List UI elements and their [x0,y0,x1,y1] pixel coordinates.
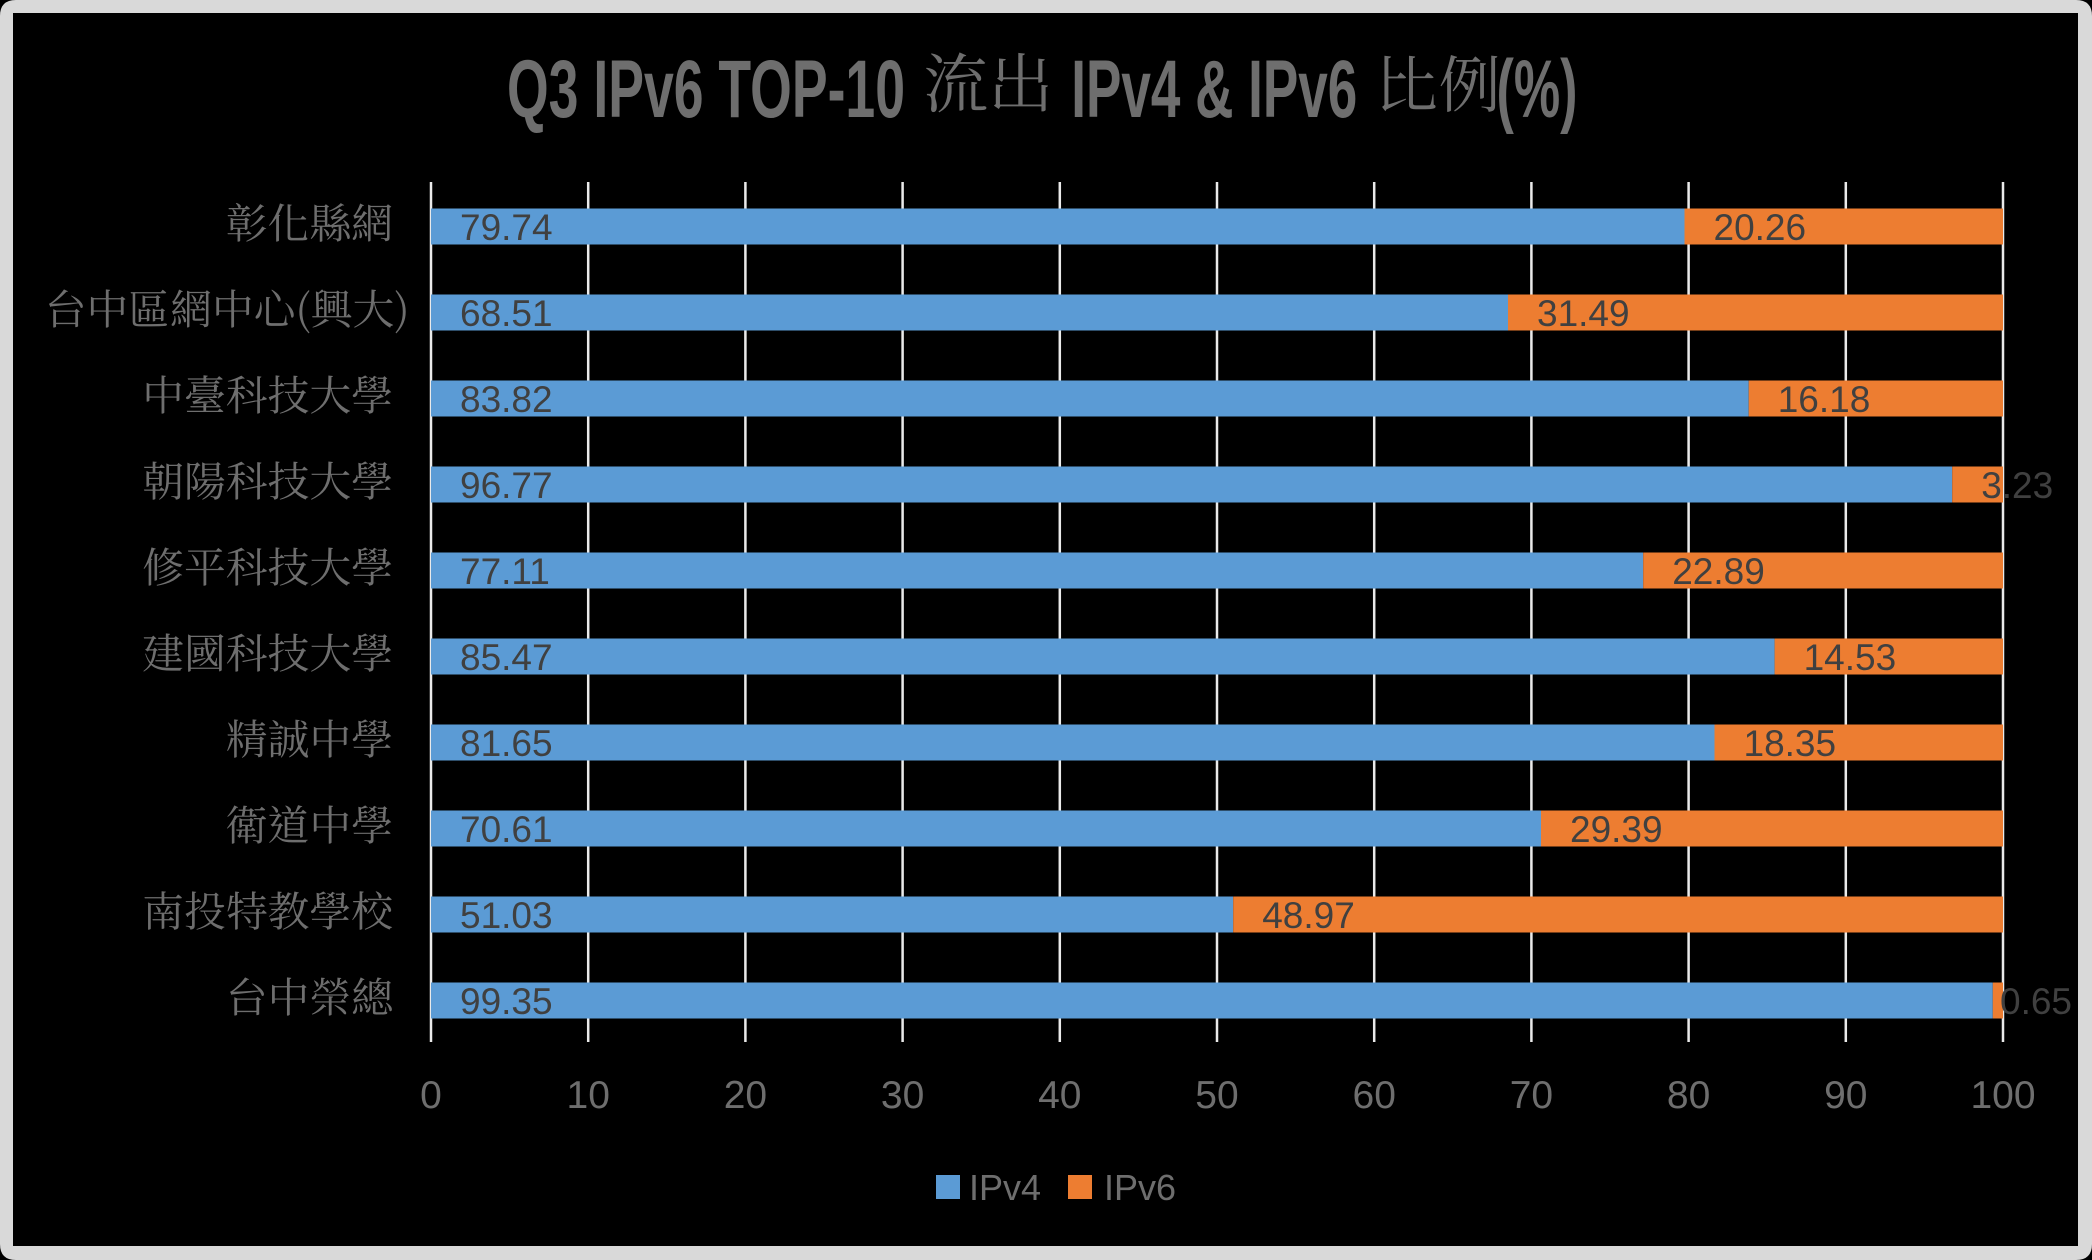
svg-text:10: 10 [567,1074,610,1117]
svg-text:0: 0 [420,1074,442,1117]
svg-text:16.18: 16.18 [1778,379,1871,420]
svg-text:31.49: 31.49 [1537,293,1630,334]
svg-text:0.65: 0.65 [2000,981,2072,1022]
svg-text:40: 40 [1038,1074,1081,1117]
svg-text:20.26: 20.26 [1714,207,1807,248]
svg-text:96.77: 96.77 [460,465,553,506]
svg-text:90: 90 [1824,1074,1867,1117]
svg-text:Q3 IPv6 TOP-10: Q3 IPv6 TOP-10 [507,44,905,135]
svg-text:70: 70 [1510,1074,1553,1117]
svg-text:60: 60 [1353,1074,1396,1117]
svg-text:IPv4: IPv4 [969,1167,1041,1208]
svg-text:29.39: 29.39 [1570,809,1663,850]
svg-text:70.61: 70.61 [460,809,553,850]
svg-text:85.47: 85.47 [460,637,553,678]
svg-text:30: 30 [881,1074,924,1117]
svg-text:IPv4 & IPv6: IPv4 & IPv6 [1071,44,1357,135]
svg-text:48.97: 48.97 [1262,895,1355,936]
svg-text:18.35: 18.35 [1744,723,1837,764]
svg-text:83.82: 83.82 [460,379,553,420]
svg-text:IPv6: IPv6 [1104,1167,1176,1208]
svg-text:3.23: 3.23 [1981,465,2053,506]
svg-text:50: 50 [1195,1074,1238,1117]
svg-text:51.03: 51.03 [460,895,553,936]
svg-text:100: 100 [1970,1074,2035,1117]
svg-text:68.51: 68.51 [460,293,553,334]
svg-text:77.11: 77.11 [460,551,550,592]
svg-text:99.35: 99.35 [460,981,553,1022]
svg-text:14.53: 14.53 [1804,637,1897,678]
svg-text:20: 20 [724,1074,767,1117]
svg-text:81.65: 81.65 [460,723,553,764]
svg-text:(%): (%) [1497,44,1578,135]
svg-text:80: 80 [1667,1074,1710,1117]
svg-text:22.89: 22.89 [1672,551,1765,592]
svg-text:79.74: 79.74 [460,207,553,248]
